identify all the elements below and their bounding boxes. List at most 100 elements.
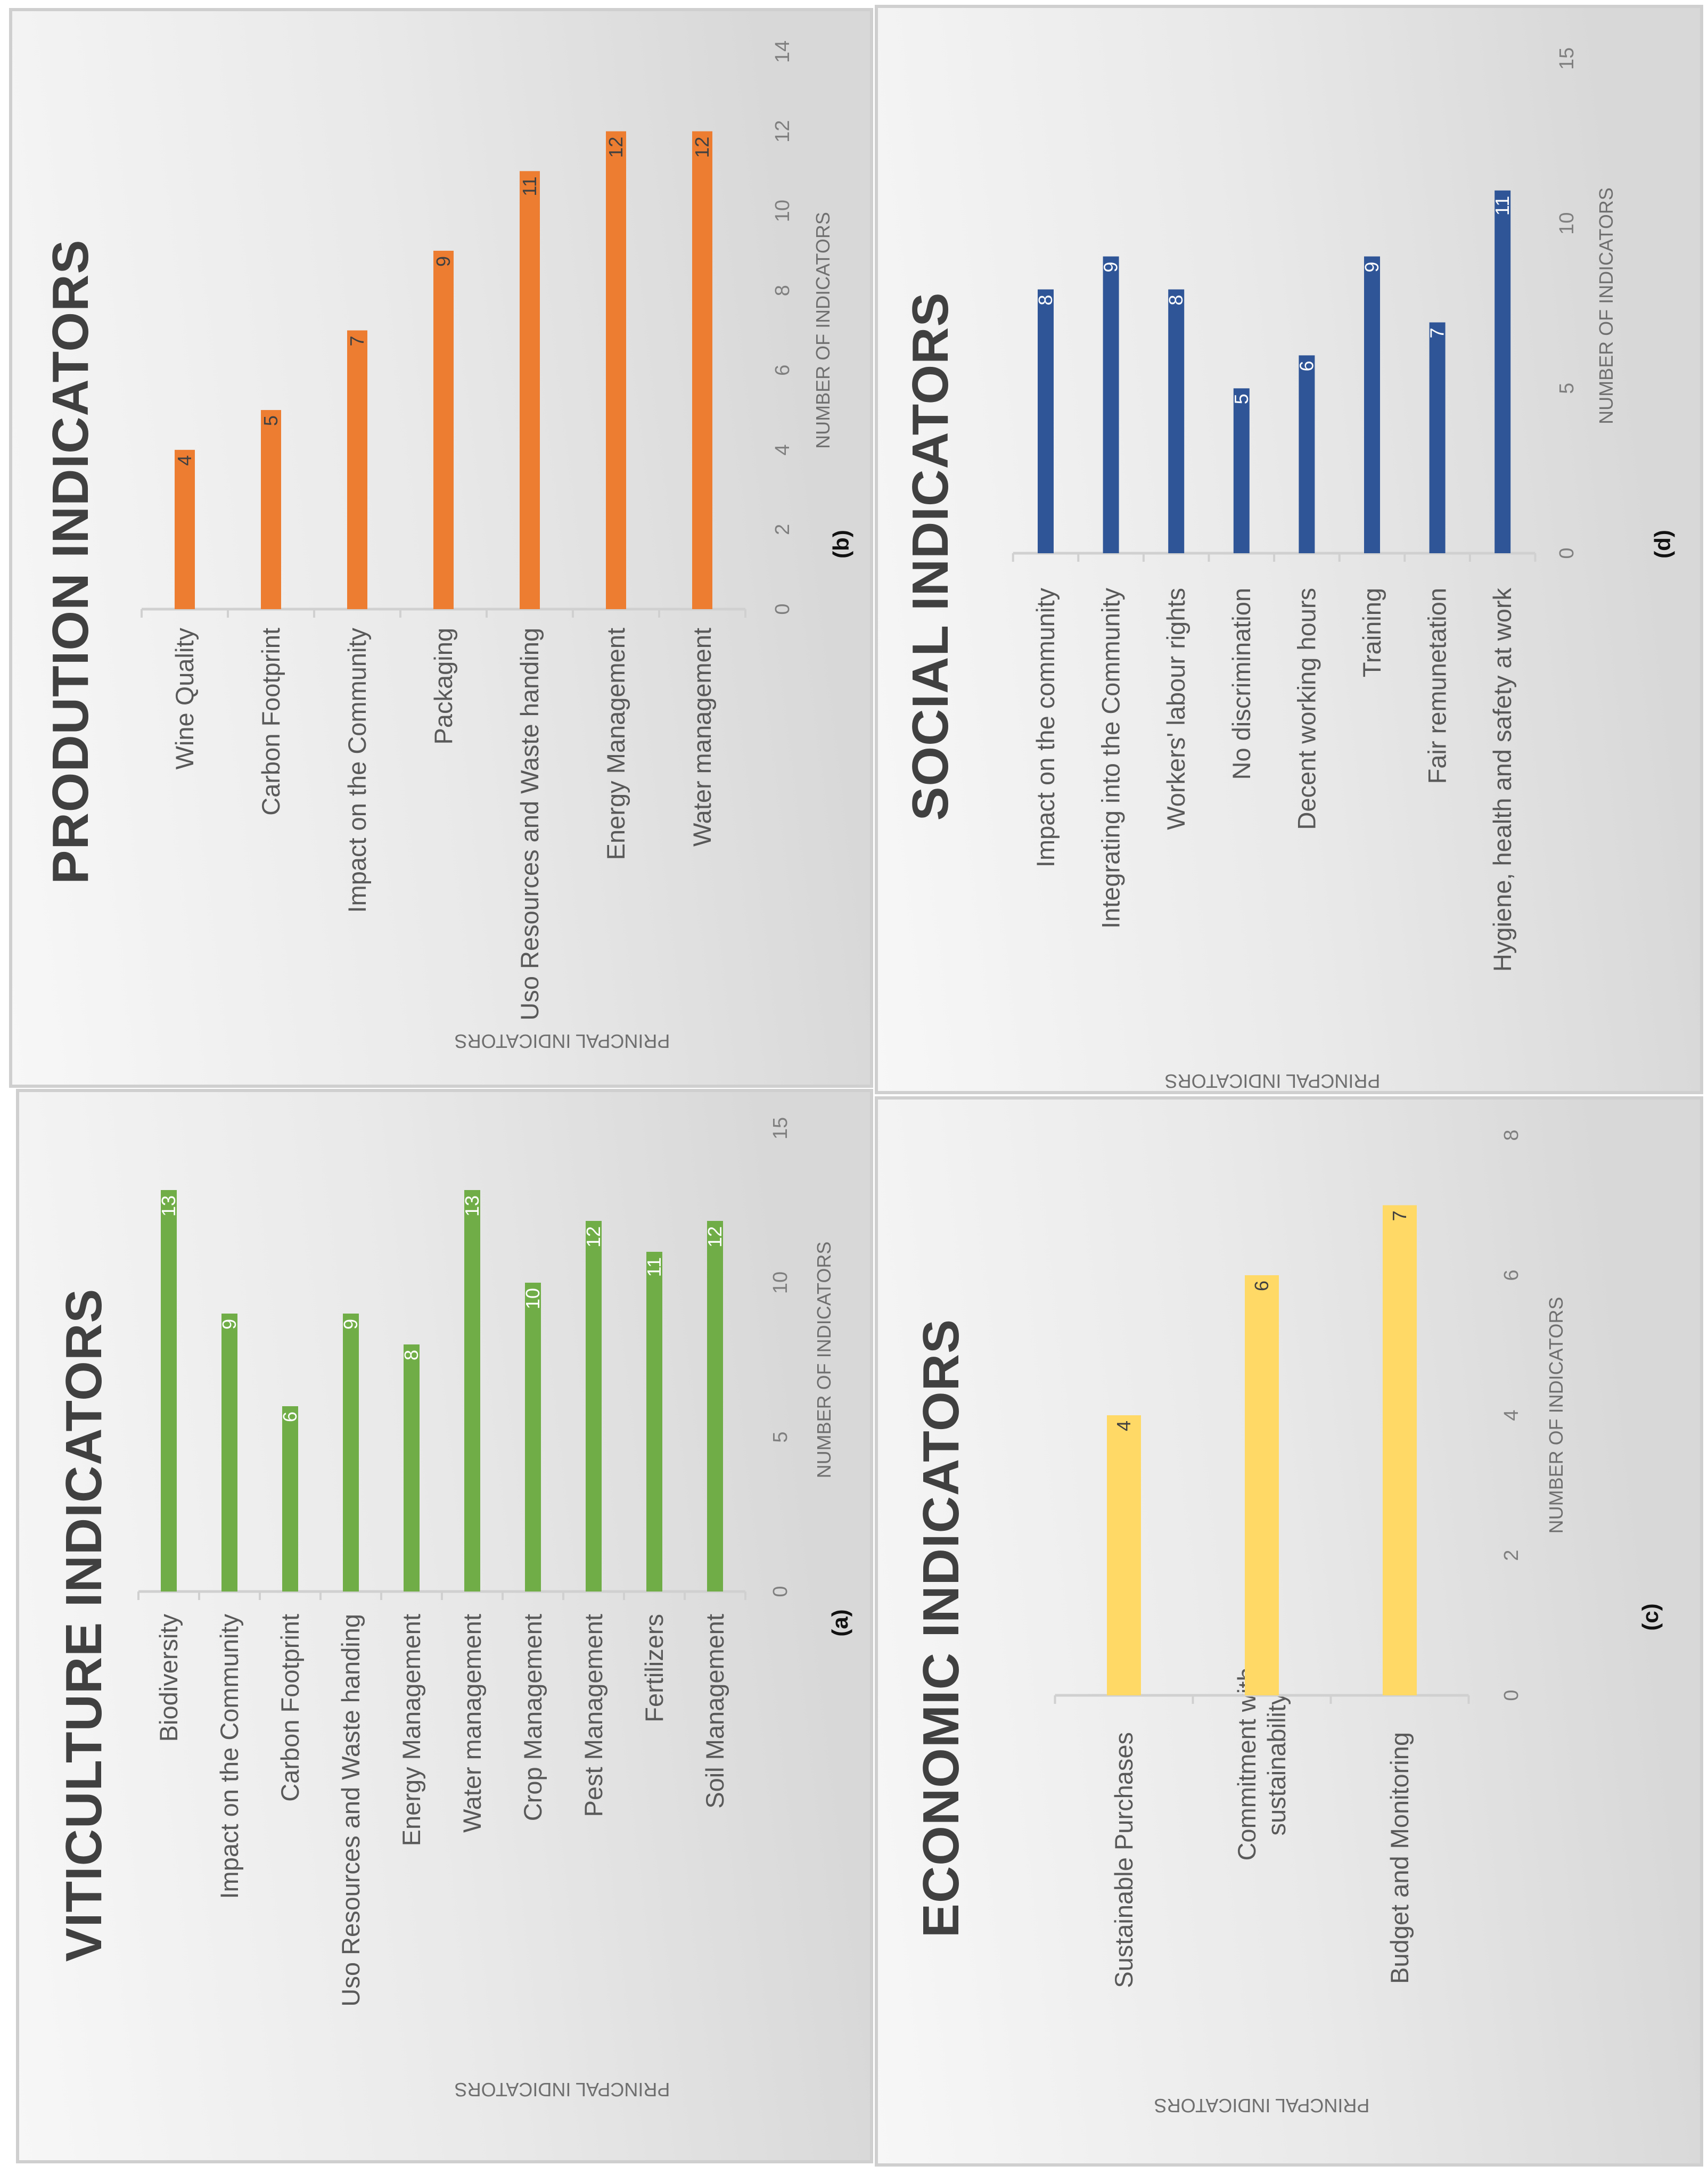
tick-label-6: 6 [771,365,794,376]
value-tick-labels: 0 5 10 15 [1556,47,1578,559]
category-label-impact-on-the-community: Impact on the Community [343,628,371,913]
bars [1107,1205,1417,1695]
category-labels: Biodiversity Impact on the Community Carbo… [154,1614,729,2007]
data-label-budget-and-monitoring: 7 [1389,1211,1410,1221]
bar-packaging [433,250,454,609]
bar-uso-resources-and-waste-handing [520,171,540,609]
data-label-pest-management: 12 [582,1226,604,1248]
category-label-fertilizers: Fertilizers [640,1614,668,1722]
data-label-fertilizers: 11 [643,1257,665,1277]
bar-crop-management [525,1283,541,1592]
data-label-carbon-footprint: 5 [260,415,282,426]
data-label-fair-remunetation: 7 [1426,327,1448,338]
data-label-packaging: 9 [432,256,454,267]
bars [175,131,712,609]
category-labels: Sustainable Purchases Commitment withsust… [1110,1667,1414,1988]
category-label-fair-remunetation: Fair remunetation [1423,588,1451,784]
tick-label-5: 5 [1556,383,1578,394]
data-label-wine-quality: 4 [174,455,195,466]
panel-label: (a) [827,1609,852,1636]
bar-no-discrimination [1233,388,1250,553]
bar-workers-labour-rights [1168,289,1185,553]
tick-label-8: 8 [1500,1129,1523,1141]
data-label-energy-management: 12 [605,137,627,158]
category-label-wine-quality: Wine Quality [170,628,199,770]
data-labels: 13 9 6 9 8 13 10 12 11 12 [158,1195,726,1422]
bar-carbon-footprint [261,410,281,609]
category-label-sustainable-purchases: Sustainable Purchases [1110,1732,1138,1988]
data-label-biodiversity: 13 [158,1195,179,1217]
bar-energy-management [606,131,626,609]
bar-pest-management [586,1221,602,1592]
panel-social: SOCIAL INDICATORS Impact on the communit… [875,5,1703,1094]
tick-label-4: 4 [771,444,794,455]
chart-title: SOCIAL INDICATORS [902,292,959,821]
tick-label-8: 8 [771,285,794,296]
panel-label: (b) [828,530,853,559]
category-label-carbon-footprint: Carbon Footprint [276,1614,304,1802]
category-label-uso-resources-and-waste-handing: Uso Resources and Waste handing [336,1614,365,2007]
data-label-sustainable-purchases: 4 [1113,1421,1135,1431]
category-label-carbon-footprint: Carbon Footprint [257,628,285,816]
category-label-decent-working-hours: Decent working hours [1292,588,1320,830]
value-tick-labels: 0 5 10 15 [769,1117,792,1597]
data-label-workers-labour-rights: 8 [1165,295,1187,306]
value-tick-labels: 0 2 4 6 8 [1500,1129,1523,1701]
bar-decent-working-hours [1299,355,1315,553]
bar-water-management [692,131,712,609]
category-labels: Wine Quality Carbon Footprint Impact on th… [170,628,716,1021]
chart-title: ECONOMIC INDICATORS [913,1319,970,1938]
bar-commitment-with-sustainability [1245,1275,1279,1695]
category-label-training: Training [1358,588,1386,677]
panel-label: (c) [1638,1603,1663,1630]
x-axis-title: NUMBER OF INDICATORS [813,1242,835,1479]
data-label-water-management: 12 [691,137,713,158]
bar-impact-on-the-community [221,1314,237,1592]
data-label-integrating-into-the-community: 9 [1100,262,1122,273]
tick-label-15: 15 [769,1117,792,1139]
category-label-water-management: Water management [458,1614,486,1833]
category-label-energy-management: Energy Management [602,628,630,860]
category-label-energy-management: Energy Management [397,1614,425,1846]
x-axis-title: NUMBER OF INDICATORS [1545,1297,1567,1534]
data-labels: 4 6 7 [1113,1211,1410,1432]
bar-fertilizers [646,1252,662,1592]
bar-water-management [464,1190,480,1592]
category-axis [137,1590,746,1600]
tick-label-4: 4 [1500,1409,1523,1421]
tick-label-2: 2 [1500,1549,1523,1561]
tick-label-6: 6 [1500,1269,1523,1281]
data-label-commitment-with-sustainability: 6 [1251,1281,1272,1291]
bar-budget-and-monitoring [1383,1205,1417,1695]
data-labels: 8 9 8 5 6 9 7 11 [1034,196,1513,405]
panel-background [875,1096,1703,2167]
tick-label-15: 15 [1556,47,1578,70]
category-axis [1012,552,1537,562]
category-label-impact-on-the-community: Impact on the community [1031,588,1060,868]
data-labels: 4 5 7 9 11 12 12 [174,137,713,466]
y-axis-title: PRINCPAL INDICATORS [1154,2095,1370,2117]
data-label-water-management: 13 [461,1195,483,1217]
x-axis-title: NUMBER OF INDICATORS [812,212,834,449]
data-label-carbon-footprint: 6 [279,1412,301,1422]
panel-viticulture: VITICULTURE INDICATORS Biodiversity Impac… [16,1089,873,2163]
data-label-impact-on-the-community: 7 [346,336,368,347]
bar-impact-on-the-community [1038,289,1054,553]
bar-soil-management [707,1221,723,1592]
data-label-impact-on-the-community: 9 [218,1319,240,1330]
tick-label-0: 0 [769,1586,792,1597]
data-label-uso-resources-and-waste-handing: 9 [340,1319,362,1330]
category-label-commitment-with-sustainability: Commitment withsustainability [1233,1667,1291,1860]
panel-label: (d) [1650,530,1675,559]
category-label-workers-labour-rights: Workers' labour rights [1162,588,1190,830]
category-label-packaging: Packaging [429,628,457,745]
tick-label-5: 5 [769,1431,792,1442]
category-labels: Impact on the community Integrating into … [1031,588,1516,972]
data-label-soil-management: 12 [704,1226,726,1248]
bar-wine-quality [175,449,195,609]
bar-hygiene-health-and-safety-at-work [1494,190,1511,553]
data-label-uso-resources-and-waste-handing: 11 [519,176,540,196]
data-label-crop-management: 10 [522,1288,544,1309]
